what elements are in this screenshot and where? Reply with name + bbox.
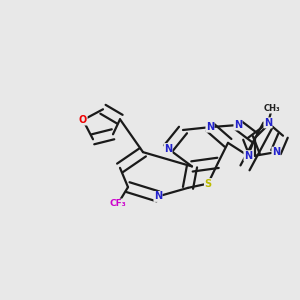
- Text: N: N: [234, 120, 242, 130]
- Text: S: S: [204, 178, 211, 189]
- Text: N: N: [206, 122, 214, 132]
- Text: N: N: [264, 118, 272, 128]
- Text: CH₃: CH₃: [264, 104, 280, 113]
- Text: N: N: [164, 144, 172, 154]
- Text: N: N: [154, 191, 162, 201]
- Text: CF₃: CF₃: [110, 199, 126, 208]
- Text: N: N: [244, 151, 252, 161]
- Text: O: O: [79, 115, 87, 125]
- Text: N: N: [272, 147, 280, 157]
